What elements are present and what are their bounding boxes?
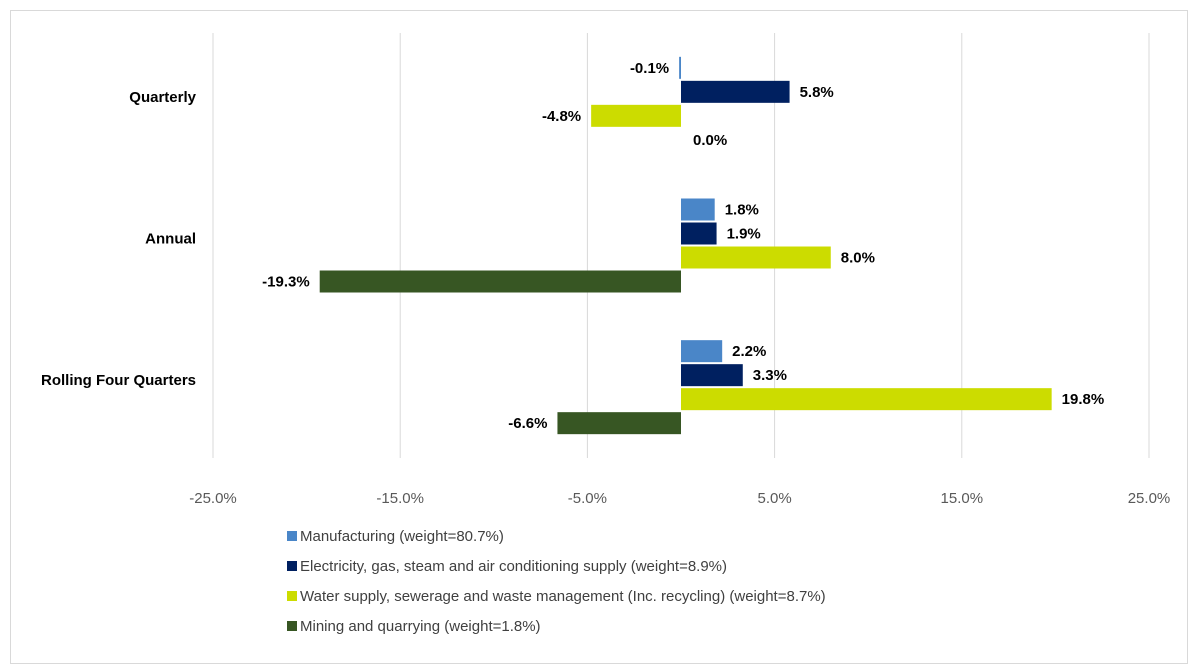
grid-lines	[212, 33, 1150, 458]
bar	[557, 412, 681, 435]
data-label: 1.8%	[725, 202, 759, 219]
bar	[681, 246, 831, 269]
bar	[681, 198, 715, 221]
data-label: 1.9%	[727, 226, 761, 243]
x-tick-label: 15.0%	[941, 490, 984, 507]
legend-entry: Electricity, gas, steam and air conditio…	[300, 558, 727, 575]
data-label: -19.3%	[262, 274, 310, 291]
x-tick-label: -25.0%	[189, 490, 237, 507]
legend-swatch	[287, 561, 297, 571]
legend-swatch	[287, 531, 297, 541]
x-tick-label: -5.0%	[568, 490, 607, 507]
legend: Manufacturing (weight=80.7%) Electricity,…	[287, 528, 826, 635]
x-tick-label: 5.0%	[757, 490, 791, 507]
data-label: -4.8%	[542, 108, 581, 125]
axis-labels: -25.0% -15.0% -5.0% 5.0% 15.0% 25.0% Quarterly…	[41, 89, 1170, 507]
bar	[681, 340, 723, 363]
x-tick-label: 25.0%	[1128, 490, 1171, 507]
data-label: 0.0%	[693, 132, 727, 149]
bar	[681, 80, 790, 103]
legend-entry: Mining and quarrying (weight=1.8%)	[300, 618, 541, 635]
bar	[681, 388, 1052, 411]
legend-swatch	[287, 591, 297, 601]
legend-entry: Manufacturing (weight=80.7%)	[300, 528, 504, 545]
category-label: Quarterly	[129, 89, 196, 106]
bar	[681, 222, 717, 245]
bar	[679, 56, 681, 79]
data-label: 5.8%	[800, 84, 834, 101]
x-tick-label: -15.0%	[376, 490, 424, 507]
bars	[319, 56, 1052, 435]
data-label: -0.1%	[630, 60, 669, 77]
legend-swatch	[287, 621, 297, 631]
category-label: Annual	[145, 231, 196, 248]
data-labels: -0.1% 1.8% 2.2% 5.8% 1.9% 3.3% -4.8% 8.0% 19.8% 0…	[262, 60, 1104, 432]
data-label: 2.2%	[732, 343, 766, 360]
bar	[591, 104, 681, 127]
bar	[681, 364, 743, 387]
data-label: 3.3%	[753, 367, 787, 384]
bar	[319, 270, 681, 293]
legend-entry: Water supply, sewerage and waste managem…	[300, 588, 826, 605]
data-label: 19.8%	[1062, 391, 1105, 408]
data-label: 8.0%	[841, 250, 875, 267]
data-label: -6.6%	[508, 415, 547, 432]
category-label: Rolling Four Quarters	[41, 372, 196, 389]
